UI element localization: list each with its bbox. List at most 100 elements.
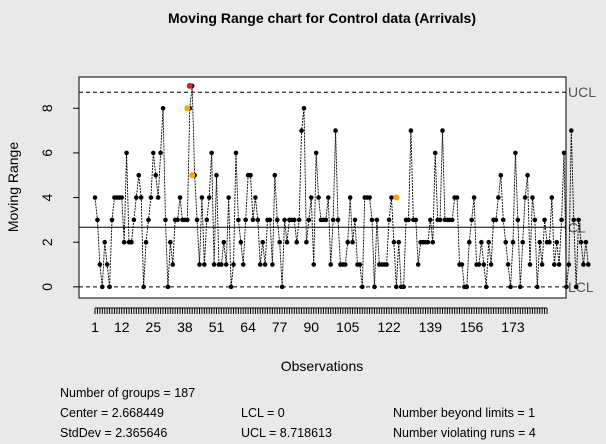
data-point-172 (508, 284, 513, 290)
data-point-130 (406, 217, 411, 223)
data-point-106 (347, 195, 353, 200)
data-point-90 (308, 195, 314, 200)
data-point-13 (121, 239, 127, 245)
data-point-76 (274, 217, 280, 223)
data-point-5 (102, 239, 108, 245)
data-point-101 (335, 217, 341, 223)
data-point-22 (143, 239, 149, 245)
stats-violating-runs: Number violating runs = 4 (393, 426, 536, 440)
data-point-105 (345, 239, 351, 245)
data-point-122 (386, 217, 392, 223)
data-point-107 (350, 239, 355, 245)
data-point-166 (493, 217, 499, 223)
data-point-60 (236, 217, 241, 223)
data-point-183 (534, 284, 540, 290)
data-point-168 (498, 172, 504, 178)
data-point-173 (510, 239, 516, 245)
data-point-48 (206, 195, 212, 200)
data-point-17 (131, 217, 137, 223)
x-tick-label-105: 105 (336, 319, 360, 335)
data-point-2 (95, 217, 100, 223)
data-point-63 (243, 217, 248, 223)
data-point-1 (92, 195, 98, 200)
data-point-202 (581, 262, 586, 267)
data-point-39 (185, 217, 190, 223)
data-point-115 (369, 217, 375, 223)
y-tick-label-2: 2 (39, 238, 55, 246)
data-point-6 (104, 262, 110, 267)
data-point-169 (500, 217, 506, 223)
data-point-98 (328, 262, 334, 267)
data-point-134 (415, 262, 421, 267)
data-point-24 (148, 195, 154, 200)
data-point-150 (454, 195, 460, 200)
data-point-108 (352, 217, 358, 223)
data-point-117 (374, 217, 380, 223)
x-tick-label-12: 12 (114, 319, 130, 335)
data-point-163 (486, 239, 491, 245)
data-point-92 (313, 150, 319, 156)
data-point-97 (325, 195, 331, 200)
data-point-89 (306, 217, 312, 223)
x-tick-label-139: 139 (419, 319, 443, 335)
x-tick-label-25: 25 (146, 319, 162, 335)
data-point-197 (569, 128, 574, 133)
data-point-164 (488, 262, 494, 267)
data-point-49 (209, 150, 214, 156)
data-point-69 (257, 262, 263, 267)
y-tick-label-8: 8 (39, 104, 55, 112)
data-point-99 (330, 217, 336, 223)
chart-title: Moving Range chart for Control data (Arr… (168, 10, 476, 26)
data-point-47 (204, 217, 210, 223)
data-point-26 (153, 172, 159, 178)
x-tick-label-38: 38 (177, 319, 193, 335)
data-point-154 (464, 284, 470, 290)
data-point-87 (301, 105, 307, 111)
data-point-70 (260, 239, 265, 245)
data-point-199 (573, 284, 579, 290)
data-point-25 (151, 150, 156, 156)
data-point-57 (228, 284, 234, 290)
data-point-54 (221, 239, 227, 245)
data-point-131 (408, 128, 414, 133)
x-tick-label-77: 77 (272, 319, 288, 335)
data-point-61 (238, 239, 244, 245)
y-tick-label-0: 0 (39, 283, 55, 291)
data-point-51 (214, 172, 219, 178)
data-point-32 (168, 239, 173, 245)
data-point-181 (530, 195, 535, 200)
data-point-7 (107, 284, 112, 290)
data-point-116 (372, 284, 377, 290)
data-point-188 (547, 239, 552, 245)
data-point-204 (586, 262, 591, 267)
data-point-139 (428, 217, 433, 223)
data-point-85 (296, 217, 302, 223)
data-point-176 (517, 284, 523, 290)
data-point-58 (231, 262, 236, 267)
beyond-limits-point-1 (186, 82, 193, 89)
data-point-160 (479, 239, 484, 245)
data-point-157 (471, 195, 477, 200)
data-point-175 (515, 217, 521, 223)
x-tick-label-156: 156 (460, 319, 484, 335)
data-point-104 (343, 262, 348, 267)
data-point-123 (389, 195, 394, 200)
data-point-191 (554, 239, 560, 245)
data-point-14 (124, 150, 129, 156)
x-tick-label-1: 1 (91, 319, 99, 335)
data-point-75 (272, 172, 278, 178)
data-point-148 (449, 217, 455, 223)
data-point-19 (136, 172, 142, 178)
data-point-28 (158, 150, 163, 156)
data-point-161 (481, 262, 487, 267)
x-tick-label-173: 173 (501, 319, 525, 335)
data-point-23 (146, 217, 151, 223)
data-point-126 (396, 239, 402, 245)
data-point-133 (413, 217, 419, 223)
data-point-12 (119, 195, 125, 200)
cl-label: CL (568, 219, 586, 235)
data-point-203 (583, 239, 589, 245)
stats-number-of-groups: Number of groups = 187 (60, 386, 196, 400)
data-point-83 (291, 217, 297, 223)
